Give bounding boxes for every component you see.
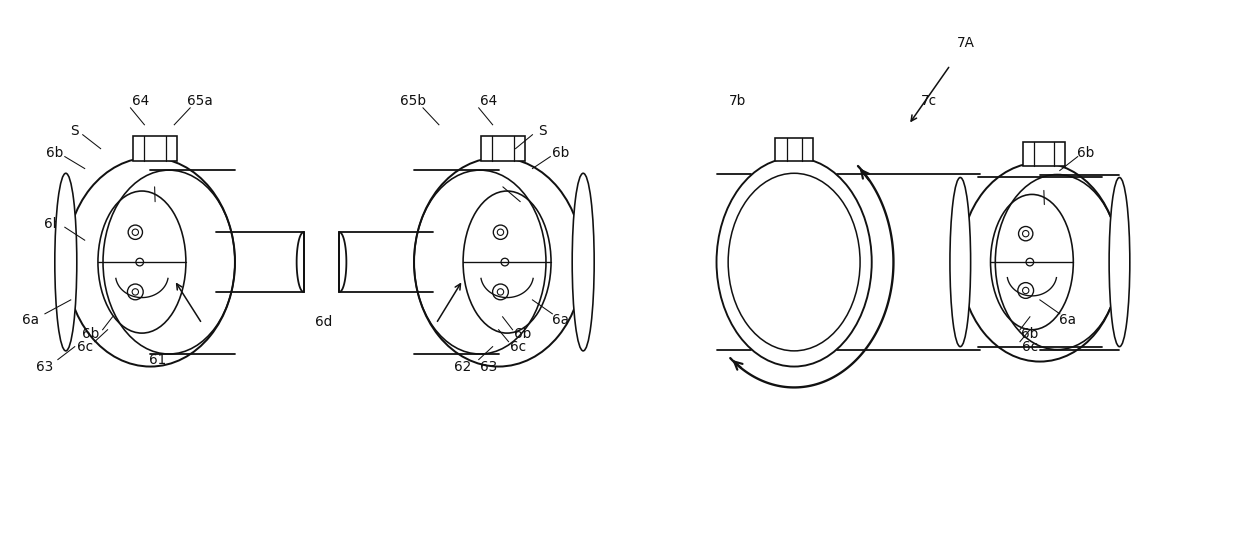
Text: 6c: 6c [77, 339, 93, 354]
Text: 6b: 6b [1078, 146, 1094, 160]
Bar [1023, 142, 1065, 166]
Ellipse shape [55, 173, 77, 351]
Text: 7b: 7b [729, 94, 746, 108]
Text: 61: 61 [149, 353, 166, 367]
Bar [775, 138, 812, 161]
Bar [133, 136, 176, 161]
Text: 6c: 6c [1022, 339, 1038, 354]
Ellipse shape [572, 173, 594, 351]
Text: 6a: 6a [552, 313, 569, 327]
Text: 64: 64 [480, 94, 497, 108]
Text: 6a: 6a [1059, 313, 1076, 327]
Bar [481, 136, 525, 161]
Text: 6b: 6b [46, 146, 63, 160]
Ellipse shape [1109, 178, 1130, 347]
Text: 6b: 6b [82, 327, 99, 341]
Text: 63: 63 [36, 359, 53, 374]
Text: 6b: 6b [513, 327, 531, 341]
Text: 6a: 6a [22, 313, 40, 327]
Text: S: S [71, 124, 79, 138]
Text: 6b: 6b [552, 146, 569, 160]
Text: 7A: 7A [957, 36, 975, 50]
Text: S: S [538, 124, 547, 138]
Text: 65a: 65a [187, 94, 213, 108]
Ellipse shape [950, 178, 971, 347]
Text: 63: 63 [480, 359, 497, 374]
Text: 65b: 65b [401, 94, 427, 108]
Text: 6b: 6b [45, 217, 62, 231]
Text: 6b: 6b [1022, 327, 1039, 341]
Text: 62: 62 [454, 359, 471, 374]
Text: 6d: 6d [315, 315, 332, 329]
Text: 64: 64 [131, 94, 149, 108]
Text: 6c: 6c [511, 339, 527, 354]
Text: 7c: 7c [920, 94, 936, 108]
